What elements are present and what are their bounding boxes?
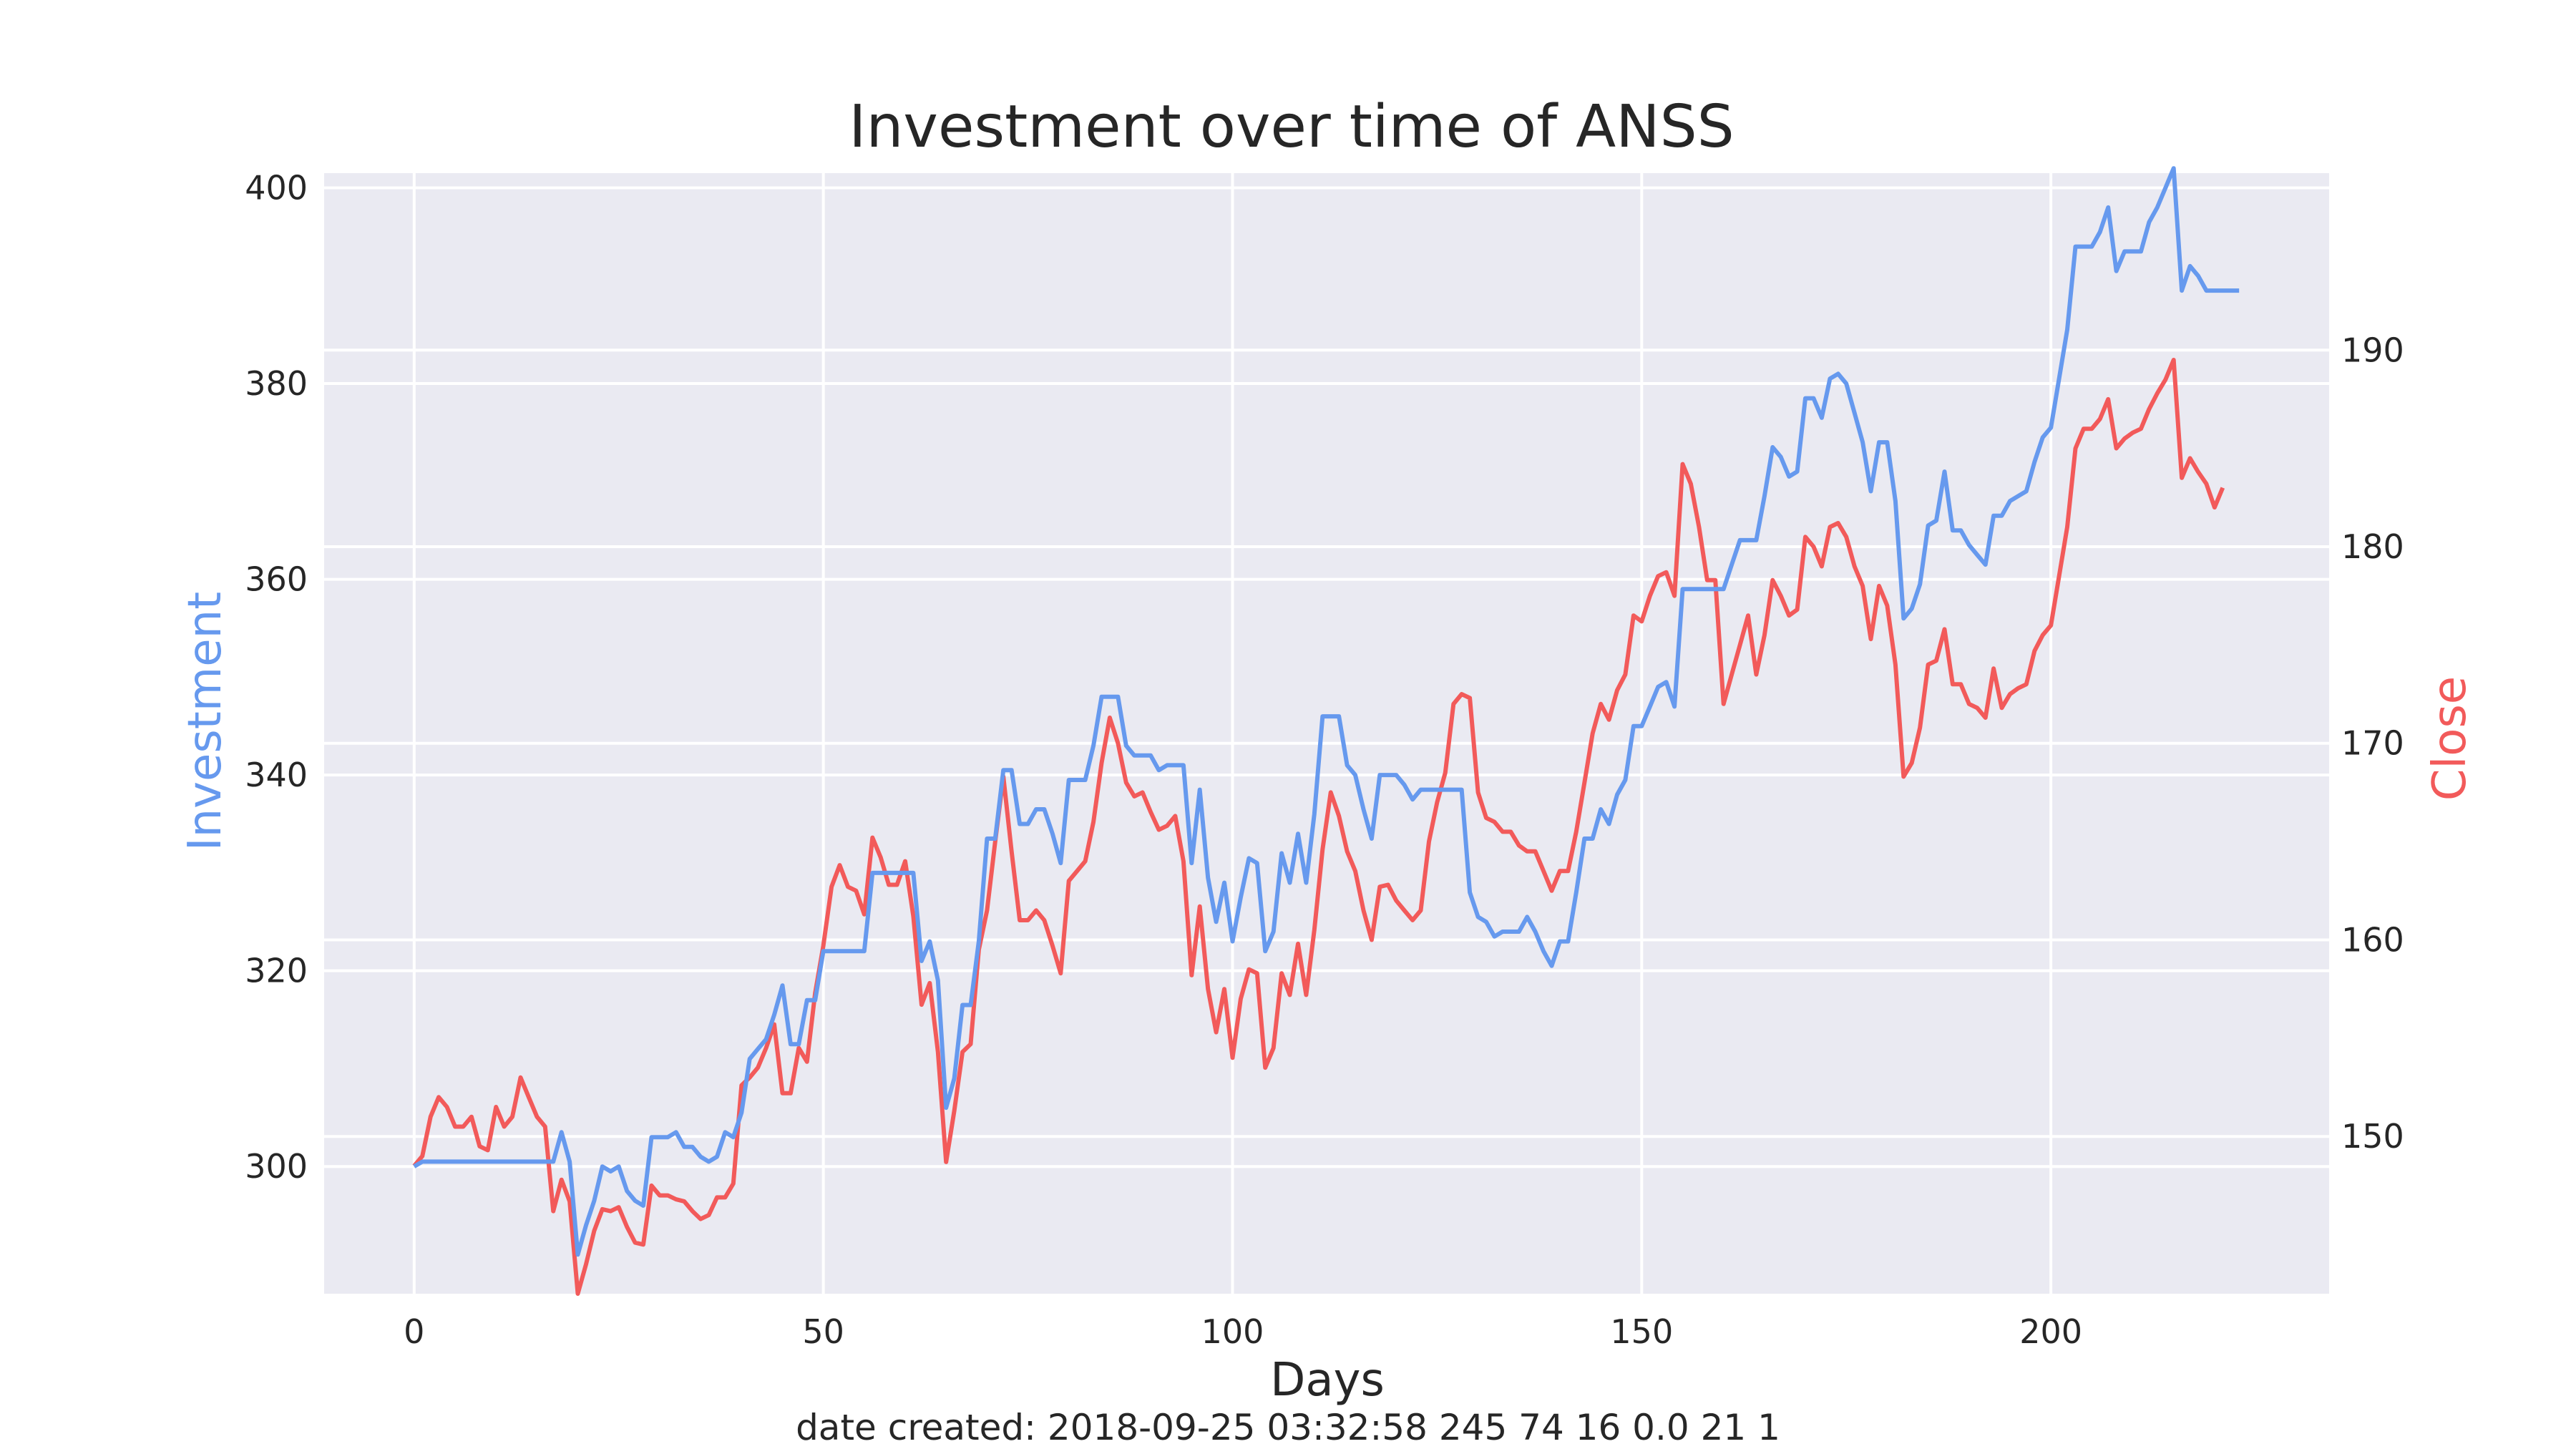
investment-series-line	[413, 166, 2240, 1257]
chart-title: Investment over time of ANSS	[849, 93, 1734, 161]
x-tick-label: 200	[2019, 1312, 2082, 1351]
y-left-tick-label: 400	[245, 169, 308, 208]
y-left-tick-label: 380	[245, 364, 308, 403]
x-tick-label: 100	[1201, 1312, 1264, 1351]
x-tick-label: 150	[1610, 1312, 1673, 1351]
date-created-footer: date created: 2018-09-25 03:32:58 245 74…	[796, 1407, 1780, 1448]
y-axis-label-right: Close	[2424, 676, 2477, 801]
y-right-tick-label: 160	[2341, 920, 2404, 959]
grid-lines-x	[412, 173, 2053, 1294]
plot-area	[324, 173, 2329, 1294]
y-left-tick-label: 300	[245, 1147, 308, 1186]
y-left-tick-label: 320	[245, 952, 308, 990]
y-axis-label-left: Investment	[179, 592, 232, 852]
y-right-tick-labels: 150 160 170 180 190	[2341, 331, 2404, 1156]
y-left-tick-label: 340	[245, 756, 308, 794]
close-series-line	[412, 358, 2225, 1296]
y-left-tick-label: 360	[245, 560, 308, 599]
grid-lines-left	[324, 186, 2329, 1169]
y-left-tick-labels: 300 320 340 360 380 400	[245, 169, 308, 1186]
x-tick-label: 50	[802, 1312, 844, 1351]
y-right-tick-label: 150	[2341, 1117, 2404, 1156]
x-tick-label: 0	[404, 1312, 424, 1351]
y-right-tick-label: 190	[2341, 331, 2404, 369]
y-right-tick-label: 170	[2341, 724, 2404, 763]
x-axis-label: Days	[1270, 1354, 1385, 1407]
x-tick-labels: 0 50 100 150 200	[404, 1312, 2082, 1351]
y-right-tick-label: 180	[2341, 527, 2404, 566]
